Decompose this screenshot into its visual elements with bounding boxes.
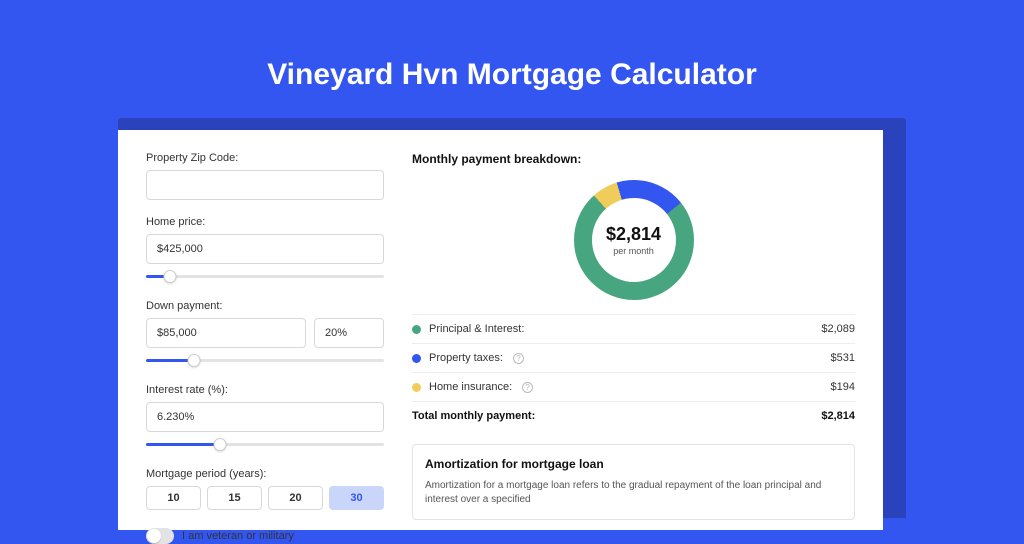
info-icon[interactable]: ? [513,353,524,364]
breakdown-label: Principal & Interest: [429,323,524,335]
period-button-15[interactable]: 15 [207,486,262,510]
breakdown-title: Monthly payment breakdown: [412,152,855,166]
down-payment-pct-input[interactable] [314,318,384,348]
down-payment-slider[interactable] [146,354,384,368]
interest-rate-label: Interest rate (%): [146,384,384,396]
down-payment-field-group: Down payment: [146,300,384,368]
period-label: Mortgage period (years): [146,468,384,480]
zip-input[interactable] [146,170,384,200]
total-value: $2,814 [821,410,855,422]
donut-chart: $2,814 per month [574,180,694,300]
period-button-row: 10152030 [146,486,384,510]
donut-center: $2,814 per month [592,198,676,282]
home-price-label: Home price: [146,216,384,228]
donut-sub: per month [613,246,654,256]
donut-amount: $2,814 [606,224,661,245]
amortization-title: Amortization for mortgage loan [425,457,842,471]
amortization-box: Amortization for mortgage loan Amortizat… [412,444,855,520]
period-field-group: Mortgage period (years): 10152030 [146,468,384,510]
breakdown-row: Home insurance:? $194 [412,372,855,401]
breakdown-label: Property taxes: [429,352,503,364]
donut-chart-area: $2,814 per month [412,176,855,314]
home-price-input[interactable] [146,234,384,264]
zip-label: Property Zip Code: [146,152,384,164]
interest-rate-field-group: Interest rate (%): [146,384,384,452]
amortization-text: Amortization for a mortgage loan refers … [425,479,842,507]
home-price-slider[interactable] [146,270,384,284]
breakdown-row: Property taxes:? $531 [412,343,855,372]
page-title: Vineyard Hvn Mortgage Calculator [0,0,1024,118]
period-button-10[interactable]: 10 [146,486,201,510]
breakdown-label: Home insurance: [429,381,512,393]
calculator-card: Property Zip Code: Home price: Down paym… [118,130,883,530]
down-payment-input[interactable] [146,318,306,348]
breakdown-value: $194 [831,381,855,393]
veteran-toggle[interactable] [146,528,174,544]
veteran-label: I am veteran or military [182,530,294,542]
interest-rate-input[interactable] [146,402,384,432]
period-button-30[interactable]: 30 [329,486,384,510]
breakdown-total-row: Total monthly payment: $2,814 [412,401,855,430]
form-panel: Property Zip Code: Home price: Down paym… [146,152,384,530]
veteran-row: I am veteran or military [146,528,384,544]
info-icon[interactable]: ? [522,382,533,393]
breakdown-rows: Principal & Interest: $2,089 Property taxe… [412,314,855,401]
card-backdrop: Property Zip Code: Home price: Down paym… [118,118,906,518]
breakdown-value: $2,089 [821,323,855,335]
toggle-knob [147,529,161,543]
interest-rate-slider[interactable] [146,438,384,452]
legend-dot [412,325,421,334]
legend-dot [412,383,421,392]
breakdown-value: $531 [831,352,855,364]
breakdown-panel: Monthly payment breakdown: $2,814 per mo… [412,152,855,530]
zip-field-group: Property Zip Code: [146,152,384,200]
total-label: Total monthly payment: [412,410,535,422]
home-price-field-group: Home price: [146,216,384,284]
legend-dot [412,354,421,363]
period-button-20[interactable]: 20 [268,486,323,510]
down-payment-label: Down payment: [146,300,384,312]
breakdown-row: Principal & Interest: $2,089 [412,314,855,343]
